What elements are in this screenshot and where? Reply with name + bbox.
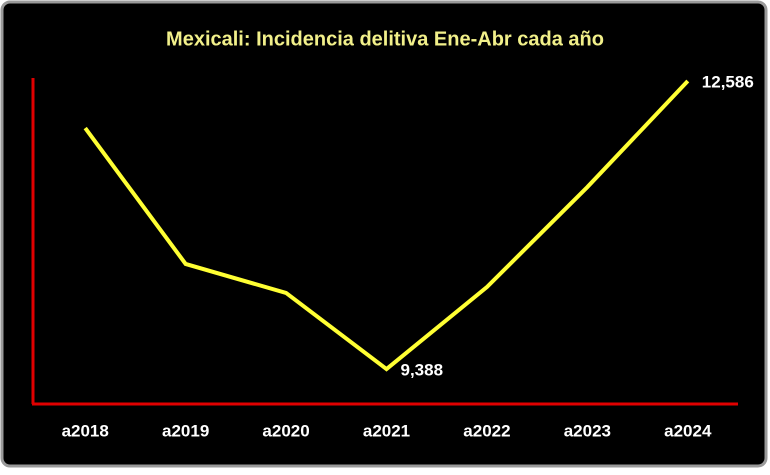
x-tick-label: a2020: [262, 421, 309, 440]
x-tick-label: a2021: [363, 421, 410, 440]
data-label: 12,586: [702, 73, 754, 92]
x-tick-label: a2018: [62, 421, 109, 440]
data-line: [83, 79, 690, 372]
x-tick-label: a2023: [564, 421, 611, 440]
x-tick-label: a2019: [162, 421, 209, 440]
data-label: 9,388: [401, 361, 444, 380]
chart-title: Mexicali: Incidencia delitiva Ene-Abr ca…: [166, 28, 604, 50]
x-tick-label: a2022: [463, 421, 510, 440]
x-tick-label: a2024: [664, 421, 712, 440]
